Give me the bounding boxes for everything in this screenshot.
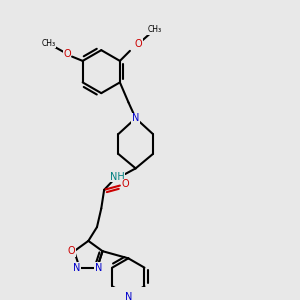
Text: O: O — [122, 179, 129, 189]
Text: O: O — [68, 246, 75, 256]
Text: N: N — [132, 113, 139, 123]
Text: CH₃: CH₃ — [148, 26, 162, 34]
Text: NH: NH — [110, 172, 125, 182]
Text: N: N — [73, 263, 80, 273]
Text: N: N — [124, 292, 132, 300]
Text: CH₃: CH₃ — [41, 39, 55, 48]
Text: O: O — [135, 39, 142, 49]
Text: O: O — [63, 49, 71, 59]
Text: N: N — [95, 263, 102, 273]
